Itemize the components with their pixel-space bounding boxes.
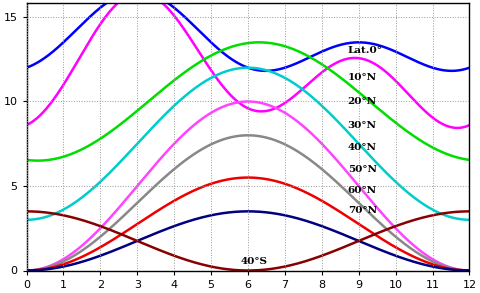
- Text: 60°N: 60°N: [348, 186, 377, 195]
- Text: 20°N: 20°N: [348, 97, 377, 106]
- Text: 30°N: 30°N: [348, 121, 377, 130]
- Text: 40°S: 40°S: [240, 257, 267, 266]
- Text: 50°N: 50°N: [348, 165, 377, 173]
- Text: Lat.0°: Lat.0°: [348, 46, 383, 55]
- Text: 40°N: 40°N: [348, 143, 377, 151]
- Text: 10°N: 10°N: [348, 73, 377, 82]
- Text: 70°N: 70°N: [348, 206, 377, 215]
